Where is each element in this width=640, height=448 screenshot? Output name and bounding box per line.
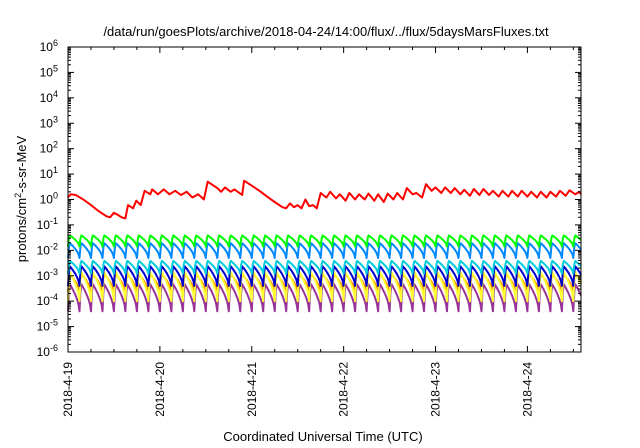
y-tick-base: 10 xyxy=(37,294,51,308)
y-tick-base: 10 xyxy=(37,269,51,283)
y-tick-label: 103 xyxy=(40,114,58,130)
y-tick-exponent: 4 xyxy=(53,89,58,99)
y-tick-exponent: -3 xyxy=(50,267,58,277)
series-line-7 xyxy=(67,283,582,313)
y-tick-exponent: -1 xyxy=(50,216,58,226)
y-tick-base: 10 xyxy=(40,65,54,79)
y-tick-label: 10-4 xyxy=(37,292,58,308)
y-tick-base: 10 xyxy=(40,91,54,105)
y-tick-base: 10 xyxy=(37,218,51,232)
y-tick-exponent: 0 xyxy=(53,191,58,201)
series-line-1 xyxy=(67,234,582,248)
x-tick-label: 2018-4-23 xyxy=(429,362,443,417)
series-line-0 xyxy=(67,179,582,220)
y-tick-exponent: 3 xyxy=(53,114,58,124)
y-tick-exponent: 5 xyxy=(53,63,58,73)
series-line-5 xyxy=(67,271,582,303)
x-tick-label: 2018-4-24 xyxy=(520,362,534,417)
y-tick-label: 105 xyxy=(40,63,58,79)
y-axis-label-sup: 2 xyxy=(13,193,23,198)
y-tick-base: 10 xyxy=(40,116,54,130)
x-axis-label: Coordinated Universal Time (UTC) xyxy=(223,429,422,444)
y-tick-label: 102 xyxy=(40,140,58,156)
y-tick-exponent: -6 xyxy=(50,343,58,353)
x-axis-ticks: 2018-4-19 2018-4-20 2018-4-21 2018-4-22 2018… xyxy=(61,47,574,417)
x-tick-label: 2018-4-21 xyxy=(245,362,259,417)
y-tick-label: 106 xyxy=(40,38,58,54)
y-tick-label: 101 xyxy=(40,165,58,181)
y-tick-label: 10-1 xyxy=(37,216,58,232)
x-tick-label: 2018-4-22 xyxy=(337,362,351,417)
y-tick-exponent: -5 xyxy=(50,318,58,328)
y-tick-label: 10-2 xyxy=(37,241,58,257)
chart-title: /data/run/goesPlots/archive/2018-04-24/1… xyxy=(103,24,549,39)
y-tick-label: 10-5 xyxy=(37,318,58,334)
y-axis-ticks: 10-610-510-410-310-210-11001011021031041… xyxy=(37,38,581,359)
y-axis-label-suffix: -s-sr-MeV xyxy=(14,135,29,192)
y-tick-exponent: -2 xyxy=(50,241,58,251)
y-tick-base: 10 xyxy=(40,142,54,156)
series-line-4 xyxy=(67,265,582,287)
y-tick-label: 10-6 xyxy=(37,343,58,359)
y-tick-base: 10 xyxy=(37,243,51,257)
y-tick-exponent: 2 xyxy=(53,140,58,150)
y-tick-base: 10 xyxy=(37,345,51,359)
y-tick-label: 100 xyxy=(40,191,58,207)
y-axis-label-prefix: protons/cm xyxy=(14,198,29,262)
y-axis-label: protons/cm2-s-sr-MeV xyxy=(13,135,29,262)
y-tick-base: 10 xyxy=(40,40,54,54)
y-tick-exponent: 6 xyxy=(53,38,58,48)
series-line-3 xyxy=(67,259,582,275)
series-layer xyxy=(67,179,582,313)
y-tick-base: 10 xyxy=(37,320,51,334)
y-tick-label: 104 xyxy=(40,89,58,105)
y-tick-exponent: 1 xyxy=(53,165,58,175)
series-line-2 xyxy=(67,242,582,259)
x-tick-label: 2018-4-19 xyxy=(61,362,75,417)
y-tick-base: 10 xyxy=(40,193,54,207)
y-tick-base: 10 xyxy=(40,167,54,181)
y-tick-label: 10-3 xyxy=(37,267,58,283)
y-tick-exponent: -4 xyxy=(50,292,58,302)
x-tick-label: 2018-4-20 xyxy=(153,362,167,417)
